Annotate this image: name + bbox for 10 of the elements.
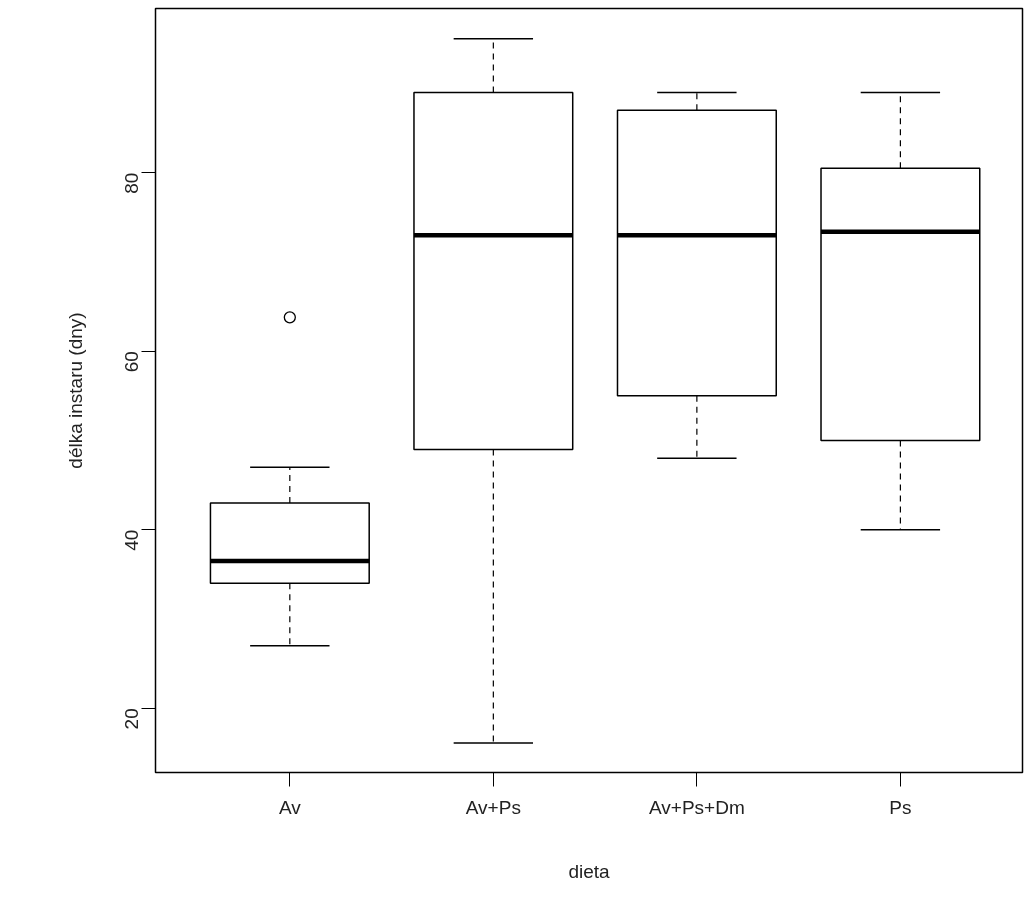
y-axis-title: délka instaru (dny) — [64, 312, 86, 469]
x-tick-label: Av+Ps — [465, 796, 521, 818]
x-axis-title: dieta — [568, 860, 611, 882]
y-tick-label: 60 — [121, 351, 142, 373]
y-tick-label: 40 — [121, 529, 142, 551]
y-tick-label: 80 — [121, 172, 142, 194]
x-tick-label: Av — [278, 796, 302, 818]
x-tick-label: Ps — [889, 796, 912, 818]
y-tick-label: 20 — [121, 708, 142, 730]
x-tick-label: Av+Ps+Dm — [649, 796, 745, 818]
